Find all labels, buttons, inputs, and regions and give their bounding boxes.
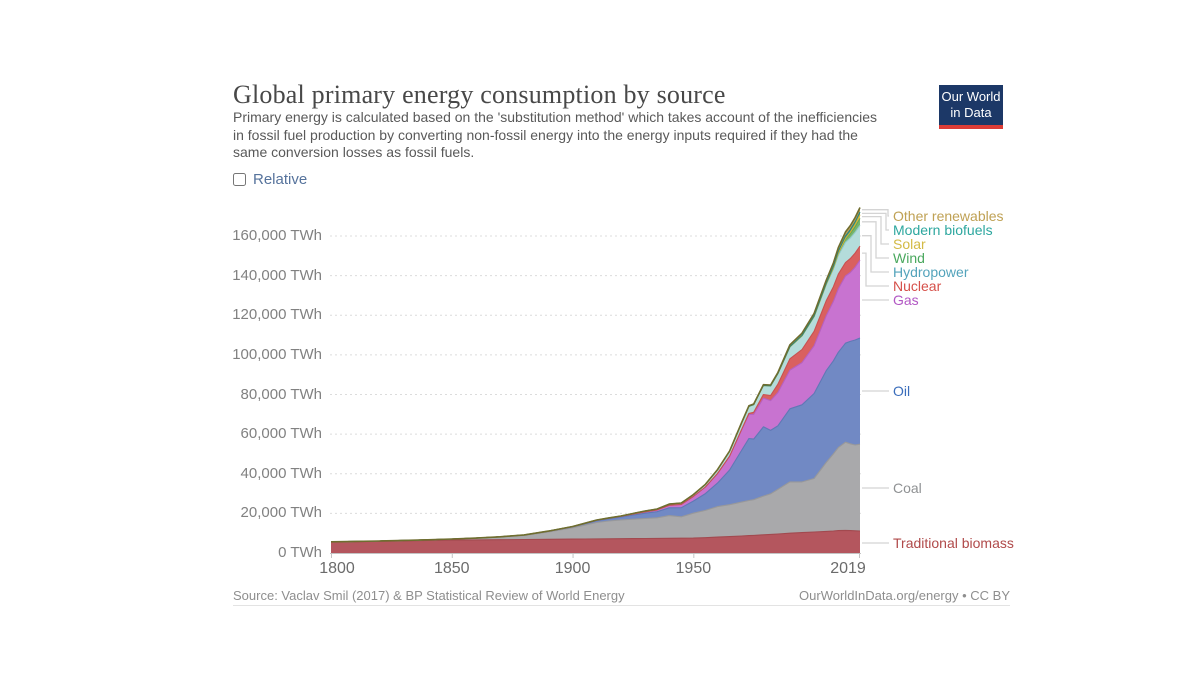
x-axis-label-1900: 1900 bbox=[554, 560, 591, 577]
x-axis-label-2019: 2019 bbox=[830, 560, 866, 577]
legend-label-hydropower[interactable]: Hydropower bbox=[893, 264, 969, 280]
x-axis-label-1950: 1950 bbox=[675, 560, 712, 577]
relative-label[interactable]: Relative bbox=[253, 171, 308, 188]
legend-label-other-renewables[interactable]: Other renewables bbox=[893, 208, 1004, 224]
legend-label-nuclear[interactable]: Nuclear bbox=[893, 278, 942, 294]
y-axis-label-100000: 100,000 TWh bbox=[232, 345, 322, 363]
chart-title: Global primary energy consumption by sou… bbox=[233, 80, 726, 109]
legend-label-wind[interactable]: Wind bbox=[893, 250, 925, 266]
y-axis-label-120000: 120,000 TWh bbox=[232, 306, 322, 324]
owid-logo-line2: in Data bbox=[950, 105, 992, 120]
legend-connector-other-renewables bbox=[862, 209, 889, 217]
y-axis-label-60000: 60,000 TWh bbox=[240, 425, 322, 443]
owid-logo-line1: Our World bbox=[941, 89, 1001, 104]
area-topline-traditional-biomass bbox=[330, 529, 861, 543]
legend-connector-nuclear bbox=[862, 252, 889, 287]
owid-logo[interactable]: Our World in Data bbox=[939, 85, 1003, 129]
footer-divider bbox=[233, 605, 1010, 606]
relative-checkbox[interactable] bbox=[233, 173, 246, 186]
legend-label-gas[interactable]: Gas bbox=[893, 292, 919, 308]
area-oil[interactable] bbox=[331, 338, 860, 542]
legend-label-solar[interactable]: Solar bbox=[893, 236, 926, 252]
x-axis-label-1800: 1800 bbox=[319, 560, 355, 577]
legend-label-modern-biofuels[interactable]: Modern biofuels bbox=[893, 222, 993, 238]
legend-connector-wind bbox=[862, 221, 889, 259]
y-axis-label-0: 0 TWh bbox=[278, 544, 322, 561]
area-coal[interactable] bbox=[331, 442, 860, 542]
legend-label-coal[interactable]: Coal bbox=[893, 480, 922, 496]
x-axis-label-1850: 1850 bbox=[433, 560, 470, 577]
legend-connector-hydropower bbox=[862, 235, 889, 273]
legend-label-traditional-biomass[interactable]: Traditional biomass bbox=[893, 535, 1014, 551]
footer-source: Source: Vaclav Smil (2017) & BP Statisti… bbox=[233, 588, 625, 603]
y-axis-label-160000: 160,000 TWh bbox=[232, 227, 322, 244]
legend-label-oil[interactable]: Oil bbox=[893, 383, 911, 399]
area-traditional-biomass[interactable] bbox=[331, 530, 860, 553]
chart-subtitle: Primary energy is calculated based on th… bbox=[233, 109, 877, 160]
legend-connector-solar bbox=[862, 215, 889, 245]
y-axis-label-20000: 20,000 TWh bbox=[240, 504, 322, 522]
owid-logo-red-bar bbox=[939, 125, 1003, 129]
footer-credit-link[interactable]: OurWorldInData.org/energy • CC BY bbox=[799, 588, 1010, 603]
relative-toggle-row: Relative bbox=[233, 171, 307, 188]
area-topline-other-renewables bbox=[330, 207, 861, 543]
y-axis-label-80000: 80,000 TWh bbox=[240, 385, 322, 403]
y-axis-label-40000: 40,000 TWh bbox=[240, 464, 322, 482]
y-axis-label-140000: 140,000 TWh bbox=[232, 266, 322, 284]
legend-connector-modern-biofuels bbox=[862, 212, 889, 231]
